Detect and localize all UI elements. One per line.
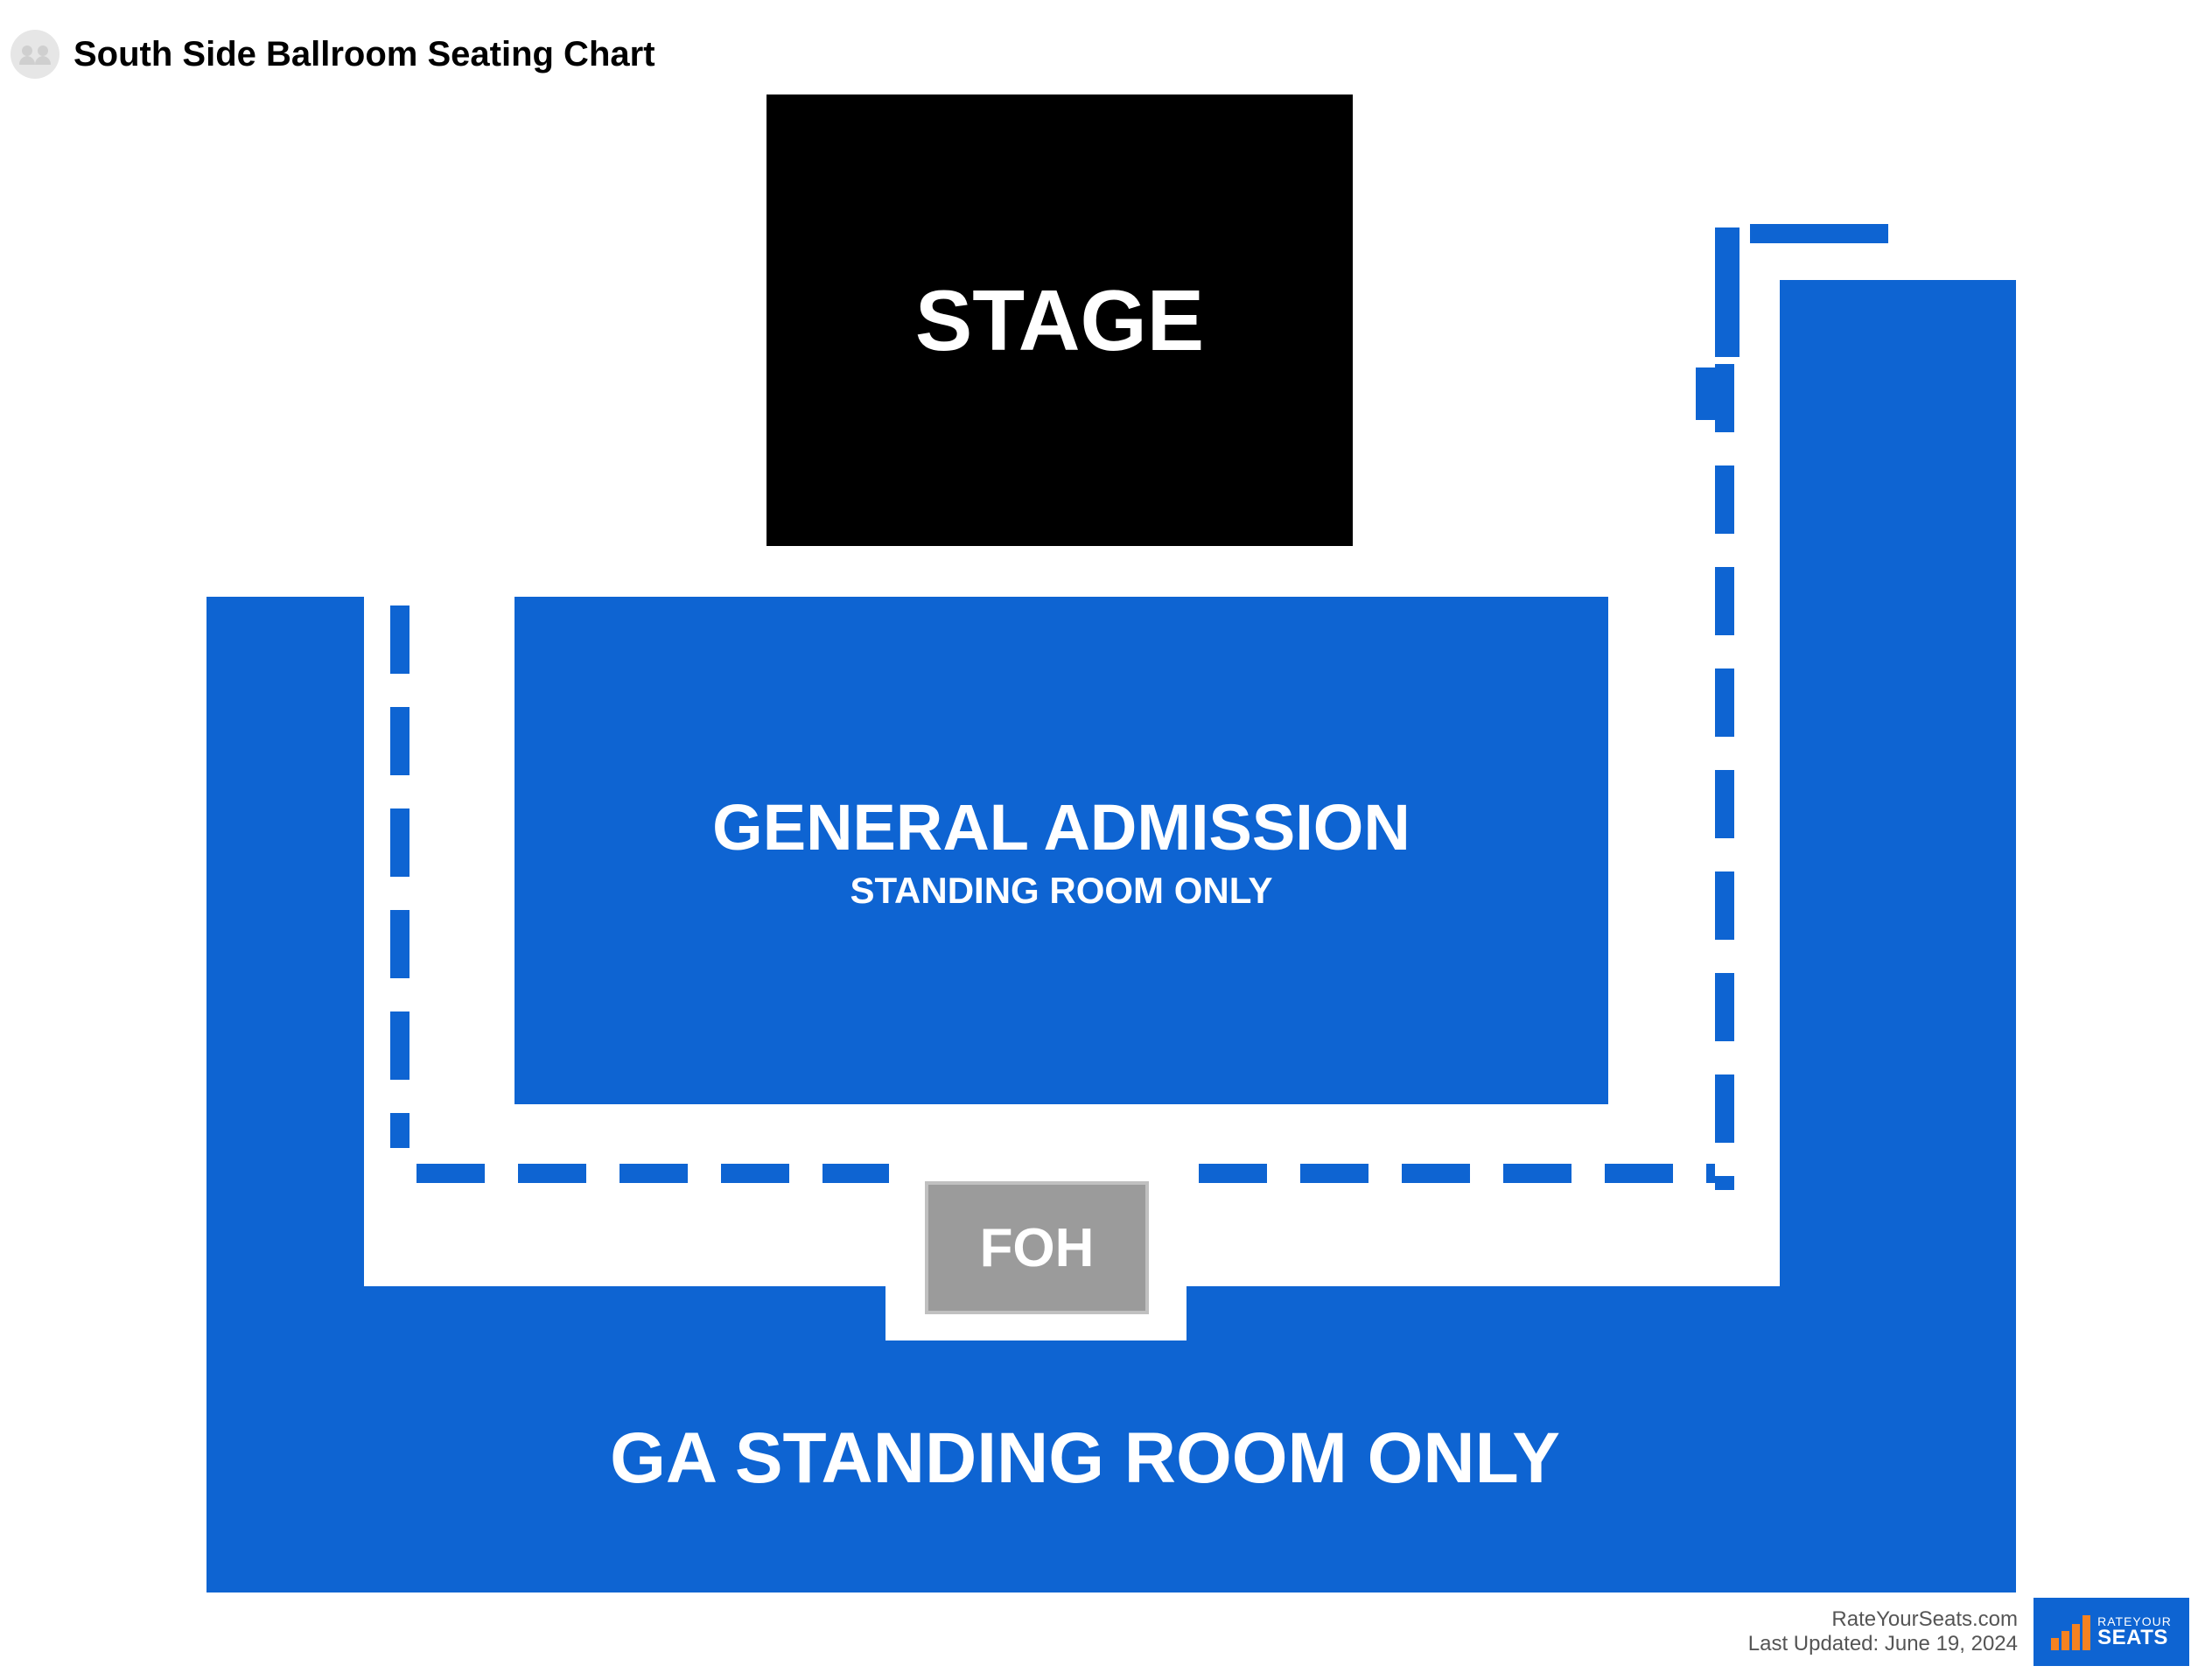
- logo-bars-icon: [2051, 1614, 2090, 1650]
- seating-diagram: STAGE GENERAL ADMISSION STANDING ROOM ONLY…: [0, 0, 2205, 1680]
- footer-updated: Last Updated: June 19, 2024: [1748, 1632, 2018, 1656]
- ga-outer-region: [1750, 224, 1888, 243]
- ga-inner-label-2: STANDING ROOM ONLY: [850, 870, 1272, 912]
- general-admission-inner: GENERAL ADMISSION STANDING ROOM ONLY: [514, 597, 1608, 1104]
- walkway: [1186, 1232, 1780, 1286]
- logo-badge: RATEYOUR SEATS: [2034, 1598, 2189, 1666]
- ga-outer-label: GA STANDING ROOM ONLY: [560, 1418, 1610, 1500]
- ga-outer-region: [1780, 280, 2016, 1592]
- foh: FOH: [925, 1181, 1149, 1314]
- barrier-dash: [1715, 262, 1734, 1223]
- foh-label: FOH: [980, 1217, 1095, 1279]
- logo-text-bottom: SEATS: [2097, 1628, 2172, 1648]
- ga-inner-label-1: GENERAL ADMISSION: [712, 790, 1410, 864]
- barrier-dash: [416, 1164, 922, 1183]
- barrier-dash: [1199, 1164, 1748, 1183]
- footer: RateYourSeats.com Last Updated: June 19,…: [1748, 1598, 2189, 1666]
- footer-site: RateYourSeats.com: [1748, 1607, 2018, 1632]
- barrier-dash: [390, 606, 410, 1181]
- barrier-dash: [1696, 368, 1715, 421]
- stage-label: STAGE: [915, 271, 1204, 370]
- walkway: [364, 1232, 889, 1286]
- stage: STAGE: [766, 94, 1353, 546]
- footer-text: RateYourSeats.com Last Updated: June 19,…: [1748, 1607, 2018, 1656]
